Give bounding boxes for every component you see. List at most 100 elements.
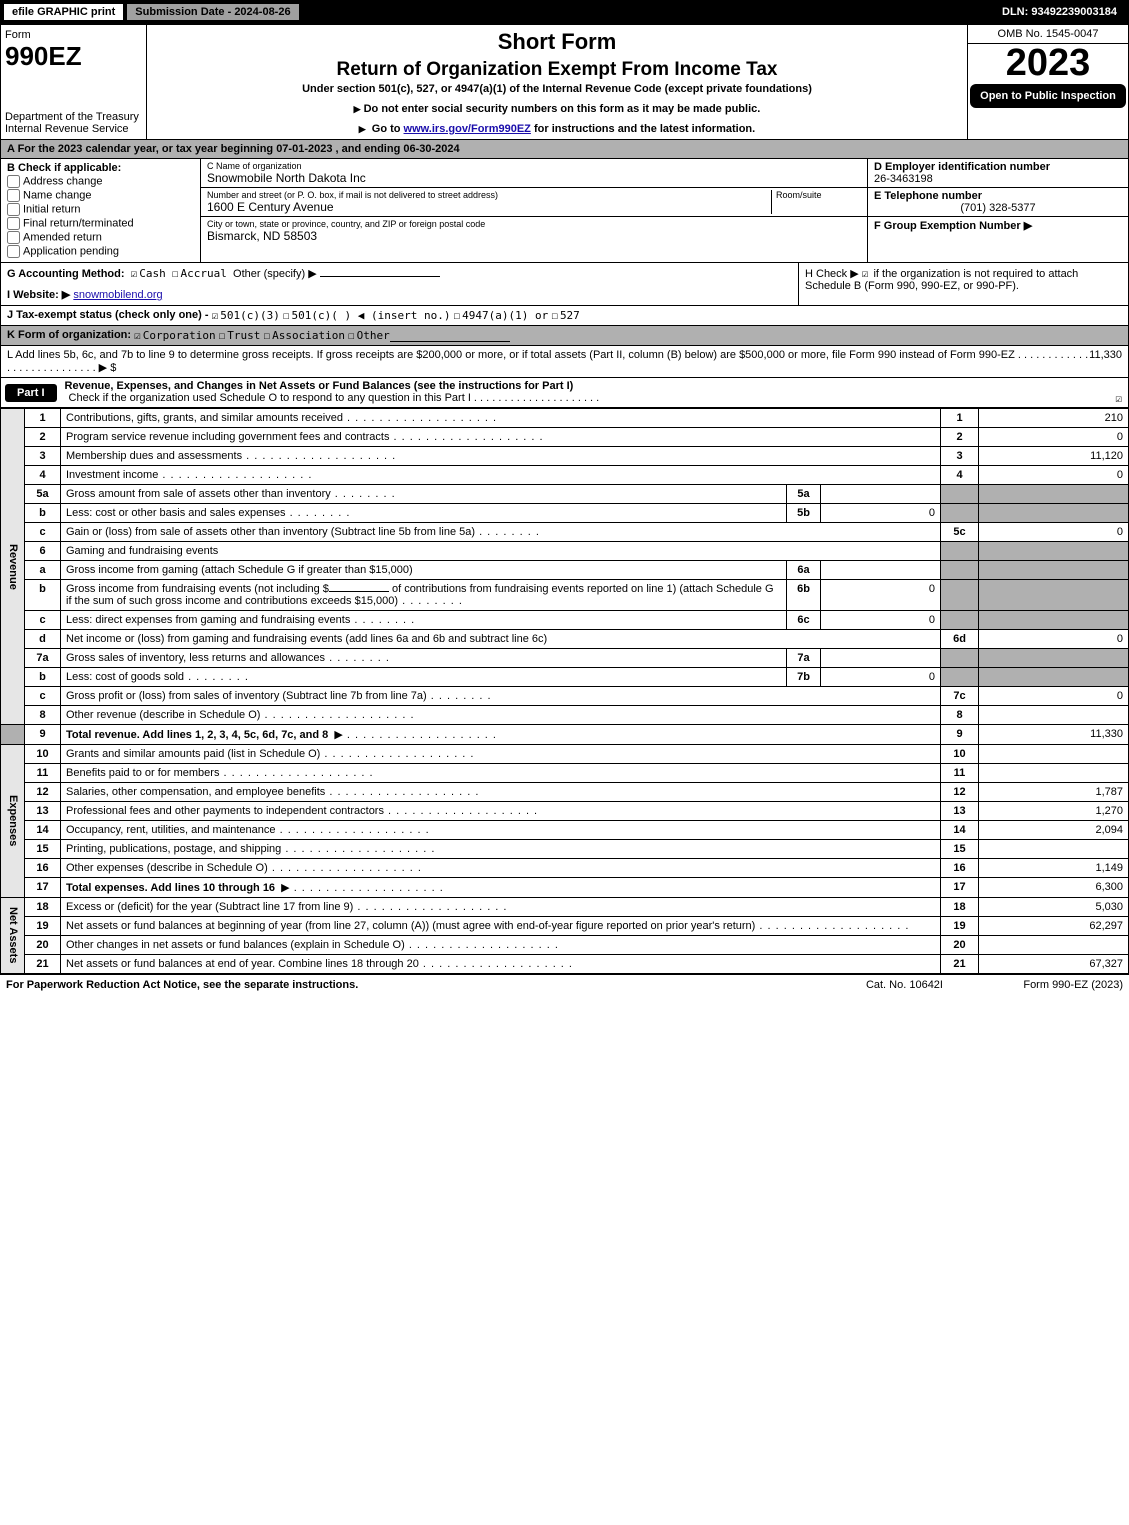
section-i: I Website: ▶ snowmobilend.org — [7, 288, 792, 301]
cb-527[interactable]: 527 — [551, 309, 580, 322]
part-i-schedo-line: Check if the organization used Schedule … — [65, 392, 1124, 404]
guidance-2-suffix: for instructions and the latest informat… — [534, 123, 755, 135]
sidelabel-netassets: Net Assets — [1, 898, 25, 974]
irs-link[interactable]: www.irs.gov/Form990EZ — [404, 123, 531, 135]
form-title-1: Short Form — [153, 29, 961, 55]
line-6d: dNet income or (loss) from gaming and fu… — [1, 630, 1129, 649]
line-6a: aGross income from gaming (attach Schedu… — [1, 561, 1129, 580]
header-right-block: OMB No. 1545-0047 2023 Open to Public In… — [968, 25, 1128, 139]
finance-table: Revenue 1 Contributions, gifts, grants, … — [0, 408, 1129, 974]
cb-schedule-o-part1[interactable] — [1115, 392, 1124, 405]
footer-left: For Paperwork Reduction Act Notice, see … — [6, 979, 866, 991]
form-title-block: Short Form Return of Organization Exempt… — [147, 25, 968, 139]
cb-other[interactable]: Other (specify) ▶ — [233, 268, 317, 280]
cb-name-change[interactable]: Name change — [7, 189, 194, 202]
line-21: 21Net assets or fund balances at end of … — [1, 955, 1129, 974]
section-l: L Add lines 5b, 6c, and 7b to line 9 to … — [0, 346, 1129, 378]
line-16: 16Other expenses (describe in Schedule O… — [1, 859, 1129, 878]
phone-value: (701) 328-5377 — [874, 202, 1122, 214]
form-number: 990EZ — [5, 41, 142, 72]
street-value: 1600 E Century Avenue — [207, 200, 771, 214]
section-def: D Employer identification number 26-3463… — [868, 159, 1128, 262]
line-6c: cLess: direct expenses from gaming and f… — [1, 611, 1129, 630]
cb-schedule-b[interactable] — [862, 267, 871, 280]
line-15: 15Printing, publications, postage, and s… — [1, 840, 1129, 859]
form-title-2: Return of Organization Exempt From Incom… — [153, 59, 961, 81]
efile-button[interactable]: efile GRAPHIC print — [4, 4, 123, 20]
line-8: 8Other revenue (describe in Schedule O)8 — [1, 706, 1129, 725]
footer-mid: Cat. No. 10642I — [866, 979, 943, 991]
line-5a: 5aGross amount from sale of assets other… — [1, 485, 1129, 504]
footer-right: Form 990-EZ (2023) — [943, 979, 1123, 991]
cb-corporation[interactable]: Corporation — [134, 329, 215, 342]
city-label: City or town, state or province, country… — [207, 219, 861, 229]
form-number-block: Form 990EZ Department of the Treasury In… — [1, 25, 147, 139]
gross-receipts-value: 11,330 — [1089, 349, 1122, 374]
cb-final-return[interactable]: Final return/terminated — [7, 217, 194, 230]
cb-application-pending[interactable]: Application pending — [7, 245, 194, 258]
line-5b: bLess: cost or other basis and sales exp… — [1, 504, 1129, 523]
line-11: 11Benefits paid to or for members11 — [1, 764, 1129, 783]
website-link[interactable]: snowmobilend.org — [73, 289, 162, 301]
part-i-badge: Part I — [5, 384, 57, 402]
sidelabel-revenue: Revenue — [1, 409, 25, 725]
department-label: Department of the Treasury Internal Reve… — [5, 111, 142, 135]
street-label: Number and street (or P. O. box, if mail… — [207, 190, 771, 200]
line-14: 14Occupancy, rent, utilities, and mainte… — [1, 821, 1129, 840]
line-10: Expenses 10Grants and similar amounts pa… — [1, 745, 1129, 764]
org-name-value: Snowmobile North Dakota Inc — [207, 171, 861, 185]
section-gh-row: G Accounting Method: Cash Accrual Other … — [0, 263, 1129, 306]
section-bcd-row: B Check if applicable: Address change Na… — [0, 159, 1129, 263]
section-k: K Form of organization: Corporation Trus… — [0, 326, 1129, 346]
line-7a: 7aGross sales of inventory, less returns… — [1, 649, 1129, 668]
phone-label: E Telephone number — [874, 190, 1122, 202]
guidance-1: Do not enter social security numbers on … — [153, 103, 961, 115]
section-b: B Check if applicable: Address change Na… — [1, 159, 201, 262]
topbar: efile GRAPHIC print Submission Date - 20… — [0, 0, 1129, 24]
cb-cash[interactable]: Cash — [131, 267, 166, 280]
section-h-pre: H Check ▶ — [805, 268, 859, 280]
cb-501c[interactable]: 501(c)( ) ◀ (insert no.) — [283, 309, 451, 322]
line-5c: cGain or (loss) from sale of assets othe… — [1, 523, 1129, 542]
line-1: Revenue 1 Contributions, gifts, grants, … — [1, 409, 1129, 428]
cb-association[interactable]: Association — [263, 329, 344, 342]
guidance-2: Go to www.irs.gov/Form990EZ for instruct… — [153, 123, 961, 135]
room-label: Room/suite — [776, 190, 861, 200]
ein-value: 26-3463198 — [874, 173, 1122, 185]
org-name-label: C Name of organization — [207, 161, 861, 171]
cb-trust[interactable]: Trust — [219, 329, 261, 342]
cb-address-change[interactable]: Address change — [7, 175, 194, 188]
cb-other-org[interactable]: Other — [348, 329, 390, 342]
line-6b: b Gross income from fundraising events (… — [1, 580, 1129, 611]
cb-accrual[interactable]: Accrual — [172, 267, 227, 280]
cb-4947[interactable]: 4947(a)(1) or — [454, 309, 549, 322]
part-i-header: Part I Revenue, Expenses, and Changes in… — [0, 378, 1129, 408]
form-header: Form 990EZ Department of the Treasury In… — [0, 24, 1129, 140]
cb-501c3[interactable]: 501(c)(3) — [212, 309, 280, 322]
line-19: 19Net assets or fund balances at beginni… — [1, 917, 1129, 936]
form-word: Form — [5, 29, 142, 41]
section-h: H Check ▶ if the organization is not req… — [798, 263, 1128, 305]
cb-initial-return[interactable]: Initial return — [7, 203, 194, 216]
dln-label: DLN: 93492239003184 — [994, 4, 1125, 20]
line-6: 6Gaming and fundraising events — [1, 542, 1129, 561]
city-value: Bismarck, ND 58503 — [207, 229, 861, 243]
submission-date-pill: Submission Date - 2024-08-26 — [127, 4, 298, 20]
line-9: 9Total revenue. Add lines 1, 2, 3, 4, 5c… — [1, 725, 1129, 745]
group-exemption-label: F Group Exemption Number ▶ — [874, 219, 1122, 232]
line-18: Net Assets 18Excess or (deficit) for the… — [1, 898, 1129, 917]
line-17: 17Total expenses. Add lines 10 through 1… — [1, 878, 1129, 898]
line-3: 3Membership dues and assessments311,120 — [1, 447, 1129, 466]
section-a: A For the 2023 calendar year, or tax yea… — [0, 140, 1129, 159]
section-gij: G Accounting Method: Cash Accrual Other … — [1, 263, 798, 305]
section-b-label: B Check if applicable: — [7, 162, 194, 174]
line-7b: bLess: cost of goods sold7b0 — [1, 668, 1129, 687]
cb-amended-return[interactable]: Amended return — [7, 231, 194, 244]
line-13: 13Professional fees and other payments t… — [1, 802, 1129, 821]
line-7c: cGross profit or (loss) from sales of in… — [1, 687, 1129, 706]
ein-label: D Employer identification number — [874, 161, 1122, 173]
form-subtitle: Under section 501(c), 527, or 4947(a)(1)… — [153, 83, 961, 95]
open-public-badge: Open to Public Inspection — [970, 84, 1126, 108]
line-12: 12Salaries, other compensation, and empl… — [1, 783, 1129, 802]
tax-year: 2023 — [968, 44, 1128, 82]
